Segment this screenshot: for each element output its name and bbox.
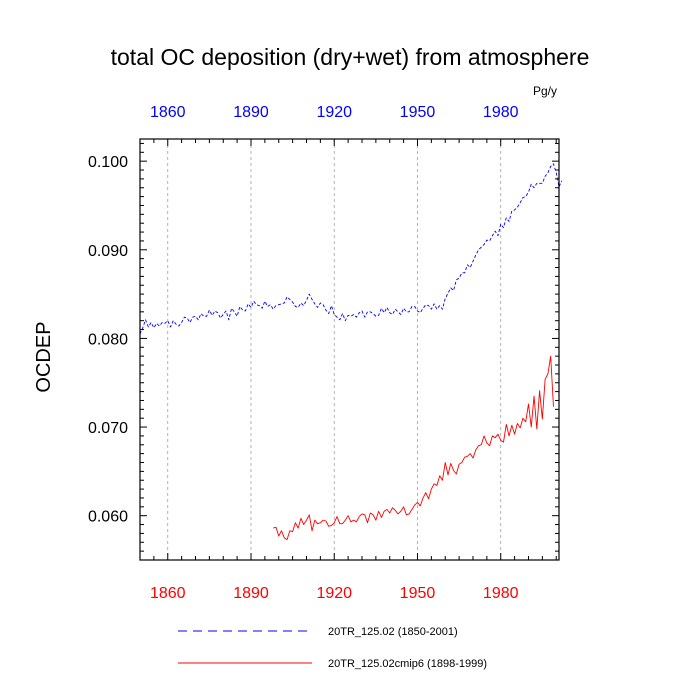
y-tick-label: 0.100 [88, 154, 128, 171]
series-line-cmip6 [273, 355, 554, 541]
x-tick-label-bottom: 1890 [233, 585, 269, 602]
chart-title: total OC deposition (dry+wet) from atmos… [111, 44, 590, 70]
x-tick-label-bottom: 1950 [400, 585, 436, 602]
y-axis-label: OCDEP [33, 321, 55, 392]
x-tick-label-bottom: 1980 [483, 585, 519, 602]
x-tick-label-bottom: 1920 [316, 585, 352, 602]
y-tick-label: 0.080 [88, 331, 128, 348]
grid [167, 139, 502, 560]
legend-label: 20TR_125.02cmip6 (1898-1999) [328, 658, 487, 670]
legend-label: 20TR_125.02 (1850-2001) [328, 626, 458, 638]
series-line-20tr [139, 163, 563, 335]
x-tick-label-top: 1890 [233, 104, 269, 121]
legend: 20TR_125.02 (1850-2001) 20TR_125.02cmip6… [178, 626, 487, 670]
x-tick-label-bottom: 1860 [150, 585, 186, 602]
x-tick-labels-bottom: 1860 1890 1920 1950 1980 [150, 585, 519, 602]
y-tick-labels: 0.060 0.070 0.080 0.090 0.100 [88, 154, 128, 526]
y-tick-label: 0.090 [88, 243, 128, 260]
units-label: Pg/y [533, 84, 557, 98]
series-layer [139, 163, 563, 541]
y-tick-label: 0.060 [88, 509, 128, 526]
x-tick-label-top: 1980 [483, 104, 519, 121]
plot-frame [139, 138, 560, 561]
x-tick-label-top: 1860 [150, 104, 186, 121]
x-tick-label-top: 1950 [400, 104, 436, 121]
x-tick-labels-top: 1860 1890 1920 1950 1980 [150, 104, 519, 121]
tick-marks [139, 139, 559, 560]
y-tick-label: 0.070 [88, 420, 128, 437]
x-tick-label-top: 1920 [316, 104, 352, 121]
